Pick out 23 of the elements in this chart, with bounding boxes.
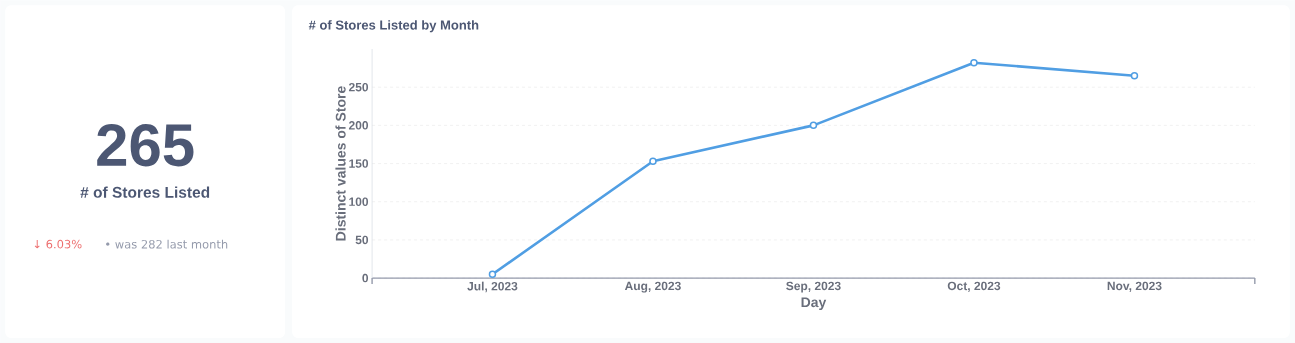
- x-tick-label: Oct, 2023: [947, 281, 1001, 292]
- x-axis-title: Day: [801, 297, 827, 310]
- x-tick-label: Aug, 2023: [624, 281, 681, 293]
- y-tick-label: 100: [349, 197, 369, 206]
- text: # of Stores Listed: [80, 186, 210, 198]
- y-tick-label: 150: [349, 159, 369, 168]
- text: ↓ 6.03%: [34, 239, 82, 249]
- point: [488, 270, 497, 278]
- y-tick-label: 50: [355, 235, 369, 245]
- point: [1130, 71, 1139, 80]
- chart-title: # of Stores Listed by Month: [308, 19, 479, 33]
- data-label: 265: [97, 123, 194, 167]
- x-tick-label: Nov, 2023: [1107, 281, 1162, 292]
- point: [970, 58, 978, 67]
- y-tick-label: 200: [348, 120, 369, 130]
- text: • was 282 last month: [106, 239, 228, 249]
- x-tick-label: Jul, 2023: [467, 281, 518, 293]
- x-tick-label: Sep, 2023: [786, 281, 841, 293]
- y-axis-title: Distinct values of Store: [335, 86, 346, 241]
- y-tick-label: 0: [362, 273, 369, 283]
- y-tick-label: 250: [348, 82, 369, 92]
- point: [809, 121, 818, 129]
- point: [649, 157, 657, 165]
